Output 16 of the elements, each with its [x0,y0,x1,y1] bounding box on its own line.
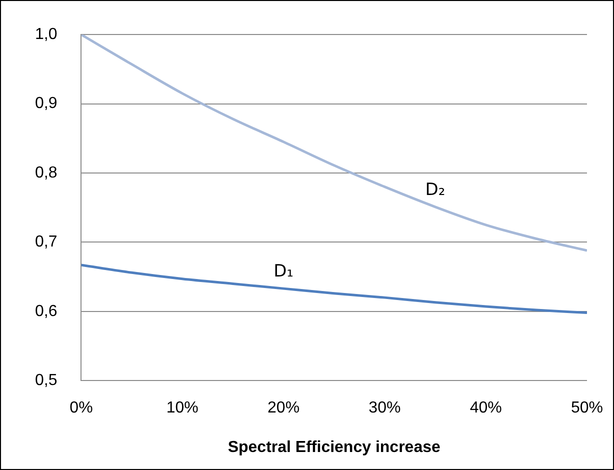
x-tick-label: 40% [470,400,502,417]
y-tick-label: 0,5 [34,372,58,390]
y-tick-label: 0,8 [34,164,58,182]
y-tick-label: 0,7 [34,234,58,251]
y-tick-label: 0,9 [34,95,58,112]
line-series [81,264,587,314]
y-tick-label: 0,6 [34,302,58,320]
x-tick-label: 50% [570,400,604,417]
x-tick-label: 10% [166,400,198,417]
x-tick-label: 20% [268,400,300,417]
x-tick-label: 0% [70,400,93,417]
series-label: D₁ [274,262,294,282]
x-tick-label: 30% [368,400,401,417]
x-axis-title: Spectral Efficiency increase [228,438,440,456]
y-tick-label: 1,0 [34,26,58,44]
series-label: D₂ [425,180,446,200]
